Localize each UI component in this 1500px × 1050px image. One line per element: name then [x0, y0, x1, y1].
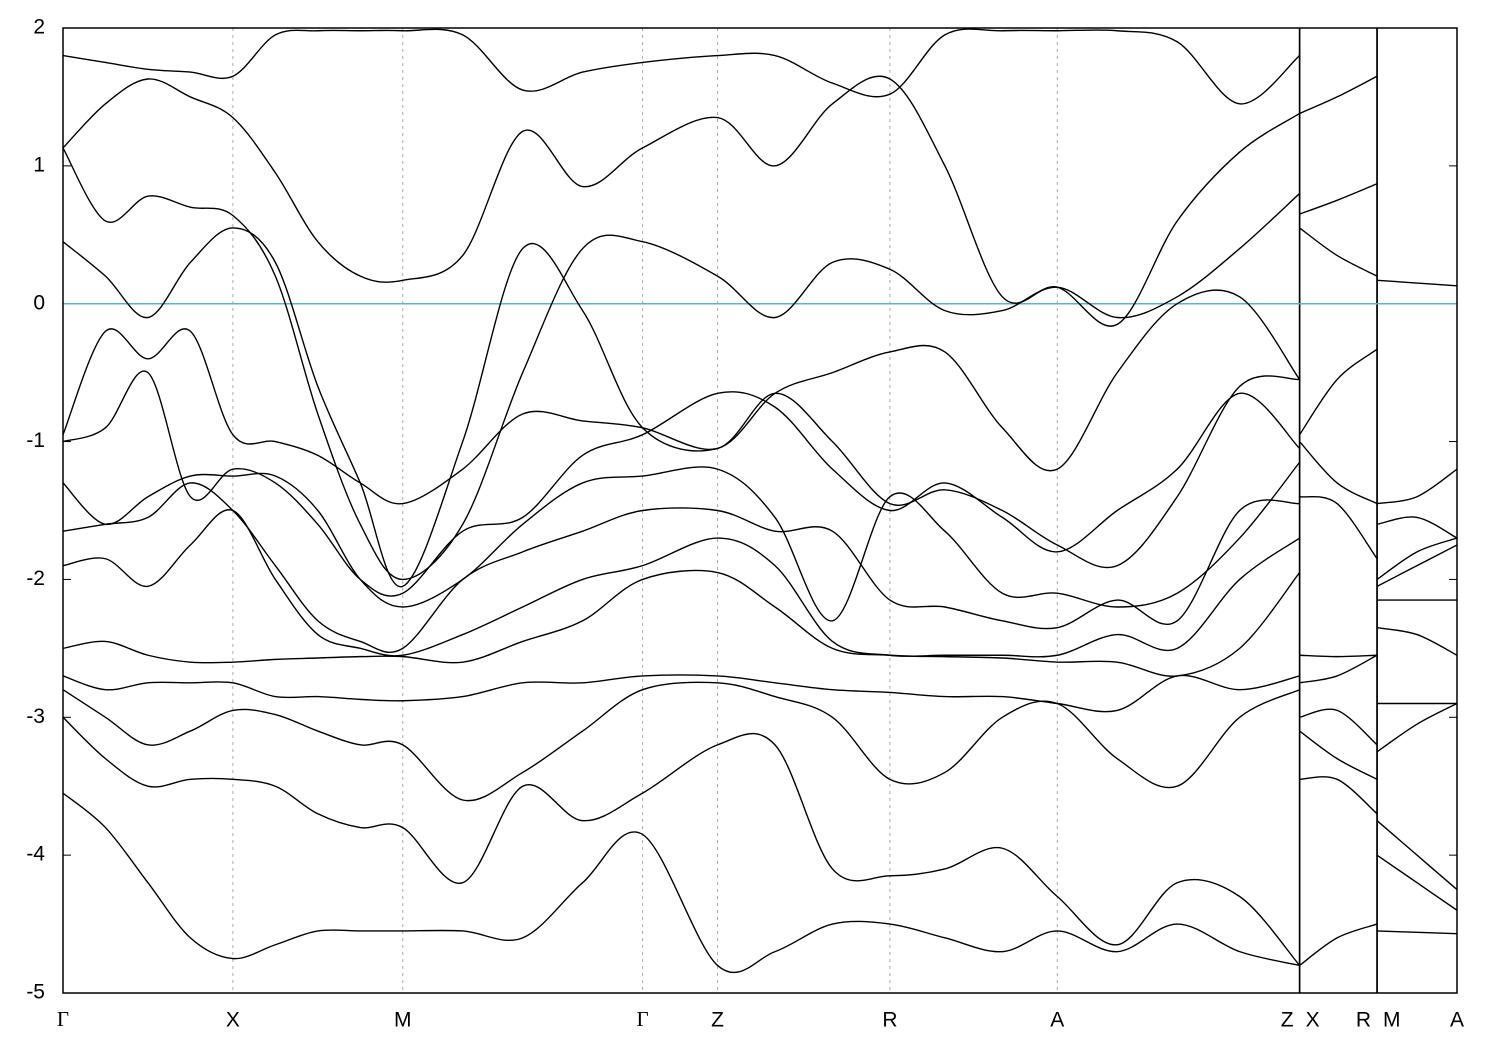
band: [63, 509, 1301, 658]
x-tick-label: Γ: [637, 1007, 649, 1031]
x-tick-label: X: [226, 1009, 240, 1032]
band: [63, 482, 1300, 653]
band: [1299, 183, 1378, 215]
band: [1377, 279, 1457, 287]
band: [63, 75, 1300, 327]
band: [1376, 468, 1457, 505]
x-tick-label: Z: [711, 1009, 724, 1032]
y-tick-label: -2: [26, 567, 45, 590]
x-tick-label: Z: [1281, 1009, 1294, 1032]
x-tick-label: M: [1383, 1009, 1401, 1032]
band: [63, 461, 1301, 622]
band: [63, 716, 1301, 966]
x-tick-label: A: [1450, 1009, 1464, 1032]
band: [1299, 730, 1378, 780]
band: [1299, 654, 1378, 658]
x-tick-label: R: [1356, 1009, 1371, 1032]
band: [1376, 854, 1457, 911]
band: [1299, 708, 1378, 746]
band: [63, 28, 1301, 105]
band: [1299, 776, 1378, 815]
band: [63, 227, 1301, 588]
x-tick-label: M: [394, 1009, 412, 1032]
band: [63, 792, 1300, 974]
band: [1376, 702, 1457, 753]
band: [1299, 348, 1378, 436]
band: [63, 674, 1300, 713]
band: [1376, 516, 1457, 539]
band: [1376, 544, 1457, 587]
y-tick-label: -1: [26, 429, 45, 452]
x-tick-label: X: [1306, 1009, 1320, 1032]
band: [1299, 75, 1378, 115]
x-tick-label: A: [1050, 1009, 1064, 1032]
band: [1299, 441, 1378, 505]
y-tick-label: -4: [26, 843, 45, 866]
band: [1376, 820, 1457, 891]
y-tick-label: -5: [26, 981, 45, 1004]
band: [1299, 654, 1378, 684]
band: [1376, 537, 1457, 581]
y-tick-label: 0: [33, 291, 45, 314]
x-tick-label: Γ: [57, 1007, 69, 1031]
bands: [63, 28, 1457, 974]
band: [63, 681, 1300, 802]
y-tick-label: -3: [26, 705, 45, 728]
y-tick-label: 2: [33, 16, 45, 39]
x-tick-label: R: [882, 1009, 897, 1032]
band: [63, 328, 1300, 569]
band: [63, 569, 1301, 677]
band: [1376, 626, 1457, 656]
band: [1299, 227, 1378, 277]
band: [1299, 923, 1378, 966]
plot-frame: [62, 27, 1458, 994]
band: [63, 147, 1301, 581]
band: [1299, 495, 1378, 560]
band: [63, 370, 1301, 597]
band: [1377, 930, 1457, 935]
y-tick-label: 1: [33, 153, 45, 176]
